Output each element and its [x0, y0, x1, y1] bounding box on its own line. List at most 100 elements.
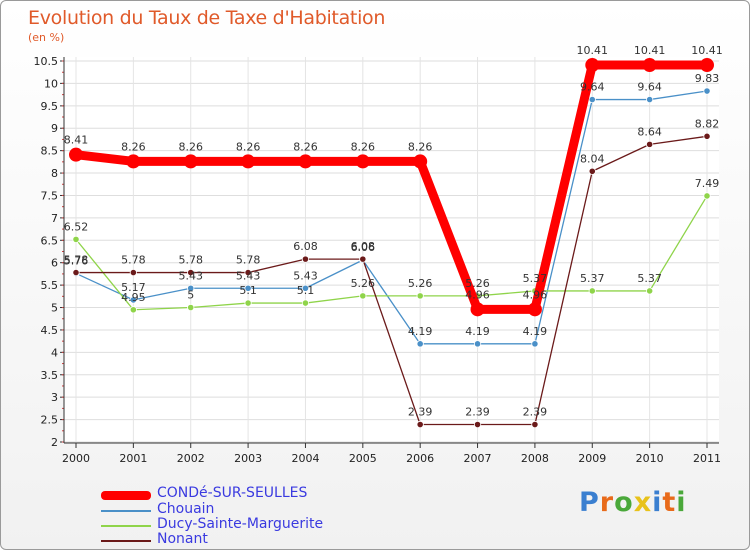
data-label-nonant: 5.78 [178, 254, 203, 267]
series-line-nonant [75, 135, 708, 426]
data-point-ducy-sainte-marguerite [359, 292, 367, 300]
x-tick-label: 2008 [521, 452, 549, 465]
data-point-ducy-sainte-marguerite [416, 292, 424, 300]
chart-unit: (en %) [28, 31, 65, 44]
data-label-cond-sur-seulles: 10.41 [691, 44, 723, 57]
x-tick-label: 2004 [291, 452, 319, 465]
chart-axes: 2 2.5 3 3.5 4 4.5 5 5.5 6 6.5 7 7.5 8 8.5 9 9.5 10 10.5 20… [34, 55, 722, 465]
data-point-nonant [531, 420, 539, 429]
legend-label: Ducy-Sainte-Marguerite [157, 516, 324, 532]
data-label-chouain: 4.19 [465, 325, 490, 338]
data-label-nonant: 2.39 [408, 406, 433, 419]
x-tick-label: 2003 [234, 452, 262, 465]
data-label-cond-sur-seulles: 8.41 [64, 134, 89, 147]
x-tick-label: 2000 [62, 452, 90, 465]
data-label-cond-sur-seulles: 10.41 [634, 44, 666, 57]
y-tick-label: 8.5 [41, 145, 59, 158]
data-point-cond-sur-seulles [183, 154, 198, 169]
logo-letter: x [633, 487, 653, 518]
data-label-ducy-sainte-marguerite: 5.37 [580, 272, 605, 285]
data-label-nonant: 5.78 [64, 254, 89, 267]
logo-letter: r [599, 487, 615, 518]
y-tick-label: 6 [51, 257, 58, 270]
data-point-nonant [359, 255, 367, 263]
y-tick-label: 10 [44, 77, 58, 90]
plot-background [64, 57, 719, 443]
data-point-cond-sur-seulles [470, 302, 485, 317]
series-line-cond-sur-seulles [71, 60, 712, 314]
legend-swatch [101, 525, 151, 527]
data-label-nonant: 8.64 [637, 125, 662, 138]
legend-label: Nonant [157, 531, 208, 547]
data-point-cond-sur-seulles [413, 154, 428, 169]
legend-swatch [101, 490, 151, 500]
data-label-nonant: 2.39 [465, 406, 490, 419]
data-point-ducy-sainte-marguerite [588, 287, 596, 295]
series-line-ducy-sainte-marguerite [75, 195, 708, 311]
legend-label: CONDé-SUR-SEULLES [157, 485, 308, 501]
y-tick-label: 8 [51, 167, 58, 180]
logo-letter: o [614, 487, 634, 518]
y-tick-label: 3 [51, 391, 58, 404]
y-tick-label: 5.5 [41, 279, 59, 292]
logo-letter: i [676, 487, 687, 518]
y-tick-label: 4.5 [41, 324, 59, 337]
data-point-cond-sur-seulles [69, 147, 83, 162]
data-point-chouain [703, 87, 711, 95]
data-label-ducy-sainte-marguerite: 4.95 [121, 291, 146, 304]
data-point-nonant [187, 268, 195, 277]
data-point-ducy-sainte-marguerite [301, 299, 310, 307]
data-label-nonant: 5.78 [236, 254, 261, 267]
data-label-nonant: 8.04 [580, 152, 605, 165]
data-label-cond-sur-seulles: 8.26 [121, 140, 146, 153]
chart-title: Evolution du Taux de Taxe d'Habitation [28, 7, 386, 29]
data-label-chouain: 5.43 [293, 269, 318, 282]
data-label-chouain: 9.83 [695, 72, 720, 85]
data-label-chouain: 5.76 [64, 254, 89, 267]
x-tick-label: 2002 [177, 452, 205, 465]
data-point-cond-sur-seulles [126, 154, 141, 169]
data-point-cond-sur-seulles [585, 58, 600, 73]
y-tick-label: 9.5 [41, 100, 59, 113]
data-label-chouain: 9.64 [580, 81, 605, 94]
data-point-nonant [703, 132, 711, 140]
data-label-nonant: 6.08 [293, 240, 318, 253]
logo-letter: t [662, 487, 677, 518]
data-point-chouain [646, 95, 654, 104]
data-label-cond-sur-seulles: 8.26 [351, 140, 376, 153]
logo-letter: P [579, 487, 600, 518]
data-label-nonant: 5.78 [121, 254, 146, 267]
data-label-ducy-sainte-marguerite: 5 [187, 289, 194, 302]
data-point-chouain [473, 340, 482, 348]
data-point-ducy-sainte-marguerite [129, 306, 137, 314]
x-tick-label: 2006 [406, 452, 434, 465]
y-tick-label: 5 [51, 302, 58, 315]
legend-swatch [101, 540, 151, 542]
data-point-cond-sur-seulles [527, 302, 542, 317]
y-tick-label: 2.5 [41, 414, 59, 427]
data-point-ducy-sainte-marguerite [72, 235, 80, 243]
data-point-chouain [588, 95, 596, 104]
data-point-nonant [129, 268, 137, 277]
y-tick-label: 3.5 [41, 369, 59, 382]
data-point-nonant [416, 420, 424, 429]
data-point-nonant [473, 420, 482, 429]
data-label-cond-sur-seulles: 8.26 [236, 140, 261, 153]
x-tick-label: 2009 [578, 452, 606, 465]
data-point-nonant [588, 167, 596, 175]
data-label-cond-sur-seulles: 4.96 [465, 288, 490, 301]
data-label-cond-sur-seulles: 10.41 [577, 44, 609, 57]
data-point-chouain [187, 284, 195, 292]
data-point-nonant [301, 255, 310, 263]
logo-letter: i [652, 487, 663, 518]
x-tick-label: 2011 [693, 452, 721, 465]
data-point-cond-sur-seulles [700, 58, 714, 73]
data-label-ducy-sainte-marguerite: 5.26 [465, 277, 490, 290]
x-tick-label: 2007 [464, 452, 492, 465]
y-tick-label: 4 [51, 346, 58, 359]
data-point-nonant [646, 140, 654, 148]
x-tick-label: 2001 [119, 452, 147, 465]
data-point-cond-sur-seulles [241, 154, 256, 169]
